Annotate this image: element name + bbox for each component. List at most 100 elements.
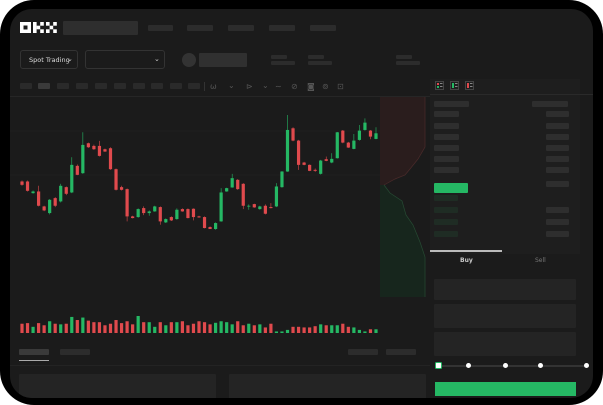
slider-mark-75[interactable] bbox=[538, 363, 543, 368]
buy-button[interactable] bbox=[435, 382, 576, 396]
timeframe-button[interactable] bbox=[38, 83, 50, 89]
candle-body bbox=[131, 216, 135, 219]
nav-item[interactable] bbox=[228, 25, 254, 31]
amount-slider-track[interactable] bbox=[438, 365, 588, 367]
divider bbox=[430, 94, 593, 95]
candle-type-icon[interactable]: ⊳ bbox=[246, 82, 253, 91]
candle-body bbox=[97, 145, 102, 156]
price-input[interactable] bbox=[434, 279, 576, 300]
candle-body bbox=[31, 191, 35, 194]
tab-sell[interactable]: Sell bbox=[535, 257, 546, 264]
volume-bar bbox=[202, 322, 207, 333]
candle-body bbox=[291, 128, 295, 141]
volume-bar bbox=[247, 323, 251, 333]
divider bbox=[204, 82, 205, 91]
ask-price bbox=[434, 134, 459, 140]
slider-mark-25[interactable] bbox=[466, 363, 471, 368]
search-bar[interactable] bbox=[63, 21, 138, 35]
candle-body bbox=[247, 205, 251, 207]
timeframe-button[interactable] bbox=[114, 83, 126, 89]
total-input[interactable] bbox=[434, 332, 576, 356]
candle-body bbox=[363, 122, 367, 130]
volume-bar bbox=[274, 331, 279, 333]
tab-buy[interactable]: Buy bbox=[460, 257, 473, 264]
candle-body bbox=[258, 206, 262, 210]
volume-bar bbox=[20, 323, 24, 333]
settings-icon[interactable]: ⊚ bbox=[322, 82, 329, 91]
volume-bar bbox=[335, 325, 339, 333]
slider-handle[interactable] bbox=[435, 362, 442, 369]
timeframe-button[interactable] bbox=[133, 83, 145, 89]
timeframe-button[interactable] bbox=[188, 83, 200, 89]
volume-bar bbox=[368, 329, 373, 333]
candle-body bbox=[197, 216, 201, 218]
nav-item[interactable] bbox=[269, 25, 295, 31]
ask-size bbox=[546, 145, 569, 151]
tab-open-orders[interactable] bbox=[19, 349, 49, 355]
candle-body bbox=[153, 206, 157, 212]
timeframe-button[interactable] bbox=[57, 83, 69, 89]
chevron-down-icon[interactable]: ⌄ bbox=[262, 81, 269, 90]
timeframe-button[interactable] bbox=[95, 83, 107, 89]
slider-mark-100[interactable] bbox=[584, 363, 589, 368]
volume-bar bbox=[225, 322, 229, 333]
timeframe-button[interactable] bbox=[20, 83, 32, 89]
chevron-down-icon[interactable]: ⌄ bbox=[228, 81, 235, 90]
volume-bar bbox=[70, 316, 74, 333]
ask-size bbox=[546, 134, 569, 140]
candle-body bbox=[236, 179, 240, 190]
book-view-both-icon[interactable] bbox=[435, 81, 444, 90]
volume-bar bbox=[75, 320, 79, 333]
nav-item[interactable] bbox=[310, 25, 336, 31]
tab-order-history[interactable] bbox=[60, 349, 90, 355]
volume-bar bbox=[285, 329, 290, 333]
bid-size bbox=[546, 207, 569, 213]
chevron-down-icon: ⌄ bbox=[154, 55, 160, 63]
candle-body bbox=[75, 165, 79, 175]
slider-mark-50[interactable] bbox=[503, 363, 508, 368]
volume-bar bbox=[280, 331, 284, 333]
pair-dropdown[interactable]: ⌄ bbox=[85, 50, 165, 69]
divider bbox=[10, 365, 430, 366]
volume-bar bbox=[153, 326, 157, 333]
nav-item[interactable] bbox=[187, 25, 213, 31]
tab-underline bbox=[430, 250, 502, 252]
fullscreen-icon[interactable]: ⊡ bbox=[337, 82, 344, 91]
ruler-icon[interactable]: ⊘ bbox=[291, 82, 298, 91]
timeframe-button[interactable] bbox=[76, 83, 88, 89]
okx-logo[interactable] bbox=[20, 22, 58, 34]
filter-control[interactable] bbox=[386, 349, 416, 355]
chevron-down-icon: ⌄ bbox=[67, 55, 73, 63]
volume-bar bbox=[346, 326, 350, 333]
ask-price bbox=[434, 167, 459, 173]
app-screen: Spot Trading ⌄ ⌄ ω ⌄ ⊳ ⌄ ∼ ⊘ ◙ ⊚ ⊡ Buy S… bbox=[10, 9, 593, 398]
ask-size bbox=[546, 167, 569, 173]
candle-body bbox=[86, 143, 90, 148]
candle-body bbox=[158, 207, 162, 222]
candlestick-chart[interactable] bbox=[10, 97, 382, 337]
candle-body bbox=[252, 204, 256, 208]
ask-size bbox=[546, 181, 569, 187]
timeframe-button[interactable] bbox=[170, 83, 182, 89]
indicator-icon[interactable]: ω bbox=[210, 82, 217, 91]
tab-underline bbox=[19, 360, 49, 361]
candle-body bbox=[147, 211, 151, 214]
amount-input[interactable] bbox=[434, 304, 576, 328]
volume-bar bbox=[92, 322, 96, 333]
candle-body bbox=[191, 208, 196, 218]
candle-body bbox=[53, 198, 57, 206]
nav-item[interactable] bbox=[148, 25, 173, 31]
volume-bar bbox=[169, 322, 173, 333]
market-selector[interactable]: Spot Trading ⌄ bbox=[20, 50, 78, 69]
volume-bar bbox=[108, 323, 113, 333]
camera-icon[interactable]: ◙ bbox=[307, 82, 315, 91]
line-icon[interactable]: ∼ bbox=[275, 82, 282, 91]
book-view-asks-icon[interactable] bbox=[465, 81, 474, 90]
candle-body bbox=[48, 199, 52, 214]
volume-bar bbox=[219, 321, 223, 333]
book-view-bids-icon[interactable] bbox=[450, 81, 459, 90]
timeframe-button[interactable] bbox=[151, 83, 163, 89]
filter-control[interactable] bbox=[348, 349, 378, 355]
candle-body bbox=[219, 192, 223, 222]
